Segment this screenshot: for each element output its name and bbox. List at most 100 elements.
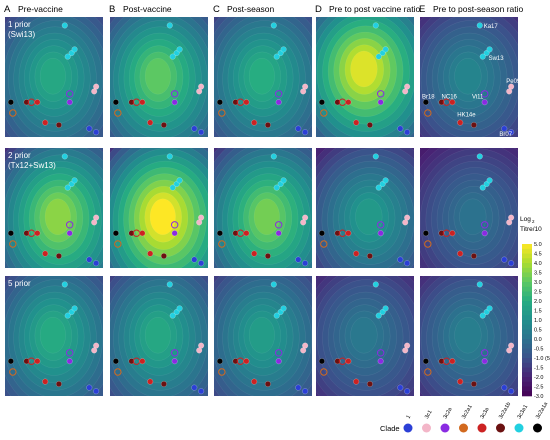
strain-marker — [501, 256, 508, 263]
clade-legend: Clade 1 3c1 3c2a 3c2a1 3c3a 3c2a1b 3c3a1 3c2a1a — [380, 401, 550, 433]
strain-marker — [23, 358, 30, 365]
strain-marker — [449, 99, 456, 106]
strain-marker — [318, 230, 325, 237]
strain-marker — [300, 88, 307, 95]
strain-marker — [404, 129, 411, 136]
strain-marker — [139, 230, 146, 237]
contour-panel — [110, 148, 208, 268]
colorbar-segment — [522, 263, 532, 269]
strain-marker — [353, 119, 360, 126]
colorbar-tick-label: 4.0 — [534, 261, 542, 267]
strain-marker — [302, 129, 309, 136]
strain-marker — [397, 125, 404, 132]
colorbar-segment — [522, 353, 532, 359]
strain-marker — [169, 312, 176, 319]
strain-marker — [196, 88, 203, 95]
column-letter: D — [315, 4, 322, 15]
colorbar-segment — [522, 301, 532, 307]
colorbar-segment — [522, 320, 532, 326]
contour-panel: 1 prior(Swi13) — [5, 17, 103, 137]
legend-swatch — [477, 423, 487, 433]
legend-swatch — [440, 423, 450, 433]
contour-band — [248, 57, 275, 95]
colorbar-segment — [522, 343, 532, 349]
strain-marker — [166, 153, 173, 160]
strain-marker — [251, 250, 258, 257]
strain-marker — [128, 358, 135, 365]
contour-band — [454, 57, 482, 95]
row-label: 1 prior — [8, 20, 31, 29]
strain-marker — [353, 378, 360, 385]
strain-marker — [65, 349, 74, 357]
strain-marker — [376, 90, 385, 98]
strain-marker — [402, 88, 409, 95]
strain-marker — [66, 230, 73, 237]
strain-marker — [508, 260, 515, 267]
strain-marker — [112, 230, 119, 237]
colorbar-title-sub: 2 — [532, 219, 535, 224]
strain-marker — [280, 46, 287, 53]
contour-panel: Ka17 Sw13 Pe09 Br18 NC16 Vi11 HK14e Br07 — [420, 17, 521, 138]
contour-band — [253, 198, 280, 236]
strain-marker — [147, 378, 154, 385]
strain-marker — [480, 90, 489, 98]
strain-marker — [280, 177, 287, 184]
colorbar-segment — [522, 248, 532, 254]
strain-marker — [166, 22, 173, 29]
strain-marker — [457, 250, 464, 257]
colorbar-tick-label: 2.5 — [534, 290, 542, 296]
strain-marker — [486, 177, 493, 184]
colorbar-segment — [522, 253, 532, 259]
strain-marker — [302, 260, 309, 267]
strain-marker — [300, 219, 307, 226]
strain-marker — [7, 99, 14, 106]
legend-swatch — [403, 423, 413, 433]
strain-marker — [501, 125, 508, 132]
column-title: Post-season — [227, 4, 275, 14]
strain-marker — [508, 388, 515, 395]
contour-panel: 2 prior(Tx12+Sw13) — [5, 148, 103, 268]
strain-marker — [160, 252, 167, 259]
strain-label: Pe09 — [506, 79, 521, 85]
strain-marker — [302, 388, 309, 395]
strain-marker — [198, 129, 205, 136]
strain-marker — [55, 252, 62, 259]
legend-label: 3c2a1b — [498, 401, 512, 420]
strain-marker — [170, 90, 179, 98]
strain-marker — [366, 252, 373, 259]
strain-marker — [270, 153, 277, 160]
strain-marker — [280, 305, 287, 312]
strain-marker — [422, 230, 429, 237]
strain-marker — [353, 250, 360, 257]
contour-band — [44, 198, 71, 236]
colorbar-tick-label: -1.0 (5) — [534, 356, 550, 362]
strain-marker — [243, 230, 250, 237]
strain-marker — [65, 221, 74, 229]
strain-label: HK14e — [457, 113, 476, 119]
strain-marker — [216, 99, 223, 106]
strain-marker — [320, 368, 328, 376]
legend-label: 3c1 — [424, 409, 434, 420]
strain-marker — [218, 240, 226, 248]
strain-marker — [196, 347, 203, 354]
strain-marker — [216, 358, 223, 365]
colorbar-title-line2: Titre/10 — [520, 226, 542, 233]
row-label-sub: (Tx12+Sw13) — [8, 161, 56, 170]
strain-marker — [218, 109, 226, 117]
colorbar-segment — [522, 305, 532, 311]
strain-marker — [216, 230, 223, 237]
legend-label: 3c2a — [443, 406, 455, 420]
row-label: 2 prior — [8, 151, 31, 160]
strain-marker — [170, 221, 179, 229]
strain-marker — [449, 358, 456, 365]
strain-marker — [486, 305, 493, 312]
strain-marker — [318, 358, 325, 365]
strain-marker — [42, 378, 49, 385]
contour-panel — [420, 276, 518, 396]
strain-marker — [372, 281, 379, 288]
legend-label: 1 — [406, 414, 413, 420]
strain-marker — [295, 384, 302, 391]
colorbar-segment — [522, 334, 532, 340]
strain-marker — [128, 230, 135, 237]
strain-marker — [449, 230, 456, 237]
